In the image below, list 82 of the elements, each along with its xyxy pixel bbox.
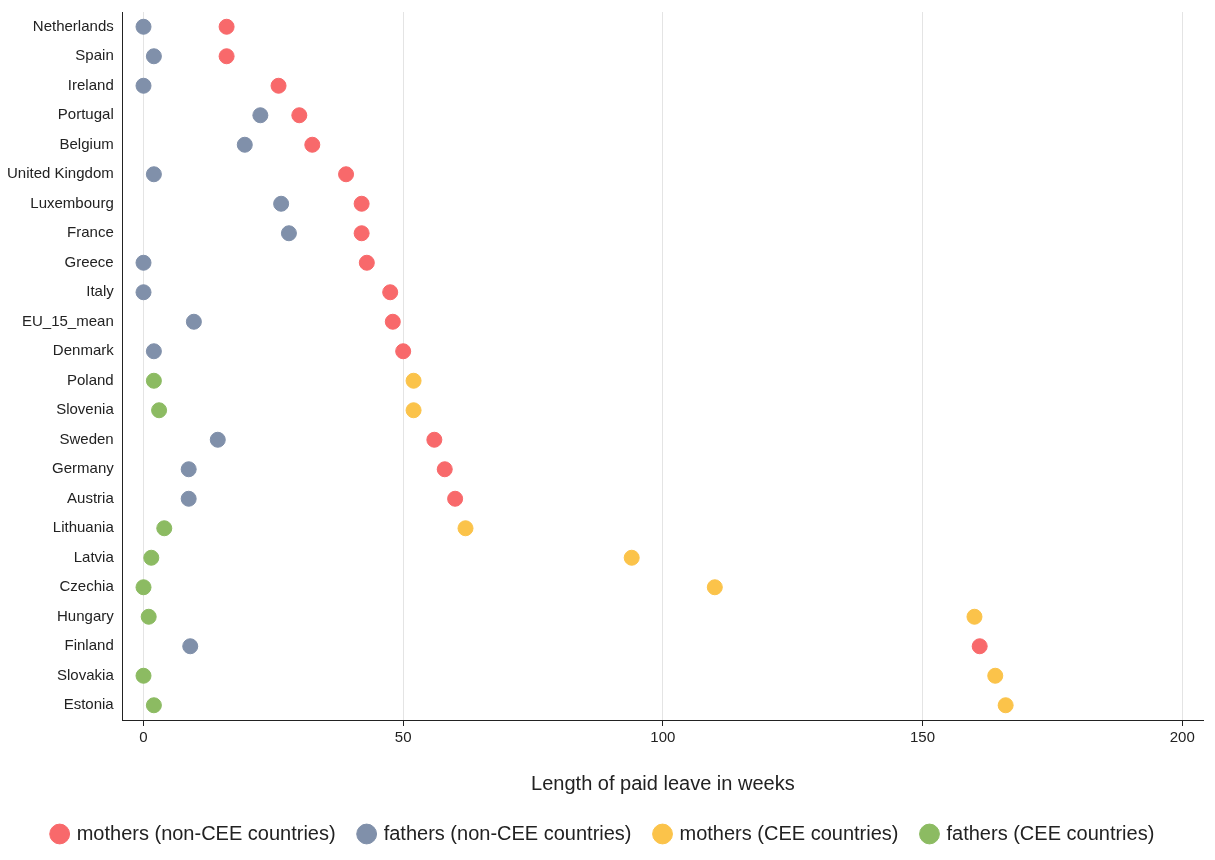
point (135, 667, 152, 684)
point (353, 225, 370, 242)
point (338, 166, 355, 183)
y-tick-label: Greece (64, 252, 114, 270)
point (180, 490, 197, 507)
point (135, 579, 152, 596)
y-tick-label: Luxembourg (30, 193, 114, 211)
y-tick-label: Portugal (57, 105, 114, 123)
y-tick-label: Finland (64, 636, 114, 654)
point (987, 667, 1004, 684)
point (405, 402, 422, 419)
point (405, 372, 422, 389)
y-tick-label: Ireland (67, 75, 114, 93)
y-tick-label: Lithuania (52, 518, 115, 536)
x-axis-title: Length of paid leave in weeks (531, 771, 795, 794)
point (180, 461, 197, 478)
point (218, 48, 235, 65)
x-tick-label: 0 (139, 728, 148, 746)
point (236, 136, 253, 153)
point (135, 18, 152, 35)
point (971, 638, 988, 655)
y-tick-label: Spain (75, 46, 114, 64)
x-tick-label: 150 (910, 728, 936, 746)
point (135, 254, 152, 271)
y-tick-label: Denmark (52, 341, 115, 359)
point (135, 284, 152, 301)
point (447, 490, 464, 507)
y-tick-label: Estonia (63, 695, 115, 713)
point (706, 579, 723, 596)
point (145, 48, 162, 65)
y-tick-label: France (67, 223, 114, 241)
x-tick-label: 50 (394, 728, 412, 746)
point (270, 77, 287, 94)
point (273, 195, 290, 212)
point (140, 608, 157, 625)
point (151, 402, 168, 419)
point (291, 107, 308, 124)
point (145, 697, 162, 714)
point (252, 107, 269, 124)
point (145, 166, 162, 183)
y-tick-label: United Kingdom (6, 164, 114, 182)
point (304, 136, 321, 153)
y-tick-label: Sweden (59, 429, 114, 447)
y-tick-label: EU_15_mean (21, 311, 114, 329)
point (382, 284, 399, 301)
y-tick-label: Slovakia (57, 665, 115, 683)
point (997, 697, 1014, 714)
y-tick-label: Poland (67, 370, 114, 388)
point (135, 77, 152, 94)
y-tick-label: Italy (86, 282, 115, 300)
point (426, 431, 443, 448)
legend-label: mothers (CEE countries) (679, 821, 899, 844)
point (145, 372, 162, 389)
point (966, 608, 983, 625)
point (280, 225, 297, 242)
point (156, 520, 173, 537)
y-tick-label: Germany (52, 459, 115, 477)
point (185, 313, 202, 330)
point (182, 638, 199, 655)
legend-label: fathers (non-CEE countries) (383, 821, 632, 844)
legend-label: mothers (non-CEE countries) (76, 821, 336, 844)
y-tick-label: Netherlands (32, 16, 114, 34)
x-tick-label: 100 (650, 728, 676, 746)
x-tick-label: 200 (1169, 728, 1195, 746)
y-tick-label: Slovenia (56, 400, 115, 418)
point (457, 520, 474, 537)
point (384, 313, 401, 330)
point (353, 195, 370, 212)
point (209, 431, 226, 448)
y-tick-label: Latvia (73, 547, 115, 565)
point (358, 254, 375, 271)
point (436, 461, 453, 478)
legend-label: fathers (CEE countries) (946, 821, 1155, 844)
point (623, 549, 640, 566)
y-tick-label: Czechia (59, 577, 115, 595)
y-tick-label: Belgium (59, 134, 114, 152)
y-tick-label: Hungary (57, 606, 115, 624)
point (145, 343, 162, 360)
y-tick-label: Austria (67, 488, 115, 506)
point (218, 18, 235, 35)
point (143, 549, 160, 566)
point (395, 343, 412, 360)
